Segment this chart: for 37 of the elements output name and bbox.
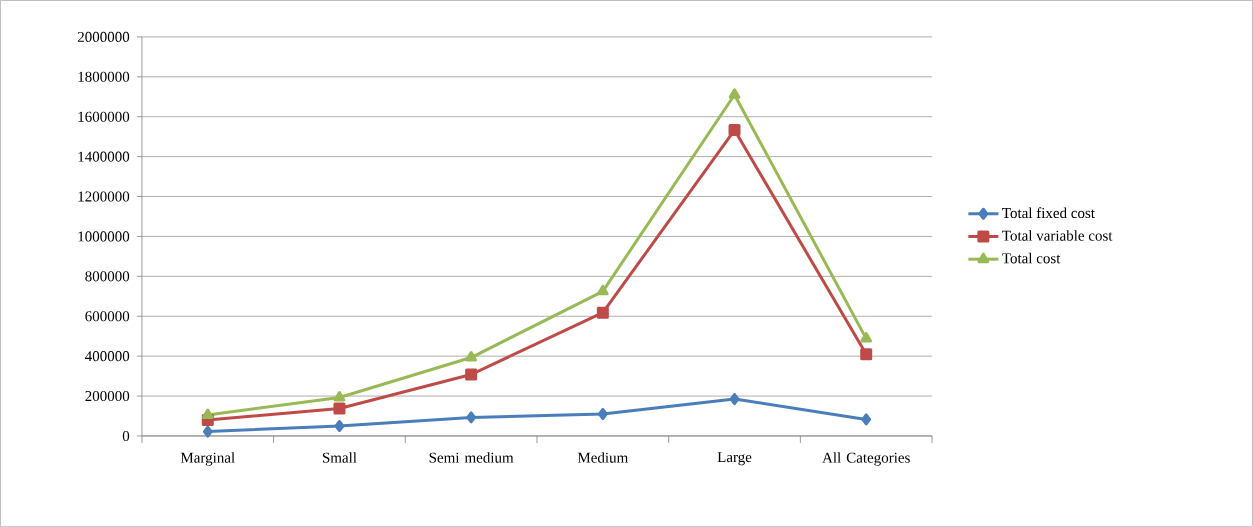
y-tick-label: 1800000 xyxy=(78,71,130,82)
point xyxy=(597,408,608,421)
legend-label: Total fixed cost xyxy=(1002,207,1095,219)
x-tick-label: Semi medium xyxy=(429,452,514,463)
y-tick-label: 800000 xyxy=(85,271,130,282)
point xyxy=(465,368,478,381)
y-tick-label: 600000 xyxy=(85,311,130,322)
point xyxy=(860,348,873,361)
point xyxy=(596,306,609,319)
y-tick-label: 0 xyxy=(122,430,130,442)
point xyxy=(728,124,741,137)
y-tick-label: 1000000 xyxy=(78,231,130,242)
y-tick-label: 1600000 xyxy=(78,111,130,122)
y-tick-label: 1200000 xyxy=(78,191,130,202)
x-tick-label: All Categories xyxy=(822,452,910,466)
x-tick-label: Large xyxy=(717,452,752,466)
point xyxy=(860,332,873,343)
point xyxy=(334,420,345,433)
y-tick-label: 2000000 xyxy=(77,31,130,43)
y-tick-label: 1400000 xyxy=(78,151,130,162)
x-tick-label: Small xyxy=(322,452,357,463)
point xyxy=(729,393,740,406)
point xyxy=(597,284,609,296)
point xyxy=(333,391,346,402)
point xyxy=(466,411,477,424)
x-tick-label: Medium xyxy=(577,452,629,463)
point xyxy=(465,351,477,362)
x-tick-label: Marginal xyxy=(180,452,235,466)
point xyxy=(728,88,741,99)
point xyxy=(201,408,214,420)
point xyxy=(202,425,213,438)
legend-label: Total variable cost xyxy=(1002,230,1113,241)
point xyxy=(861,413,872,426)
legend-label: Total cost xyxy=(1002,252,1061,264)
point xyxy=(333,402,346,415)
y-tick-label: 200000 xyxy=(85,391,130,402)
y-tick-label: 400000 xyxy=(85,351,130,362)
